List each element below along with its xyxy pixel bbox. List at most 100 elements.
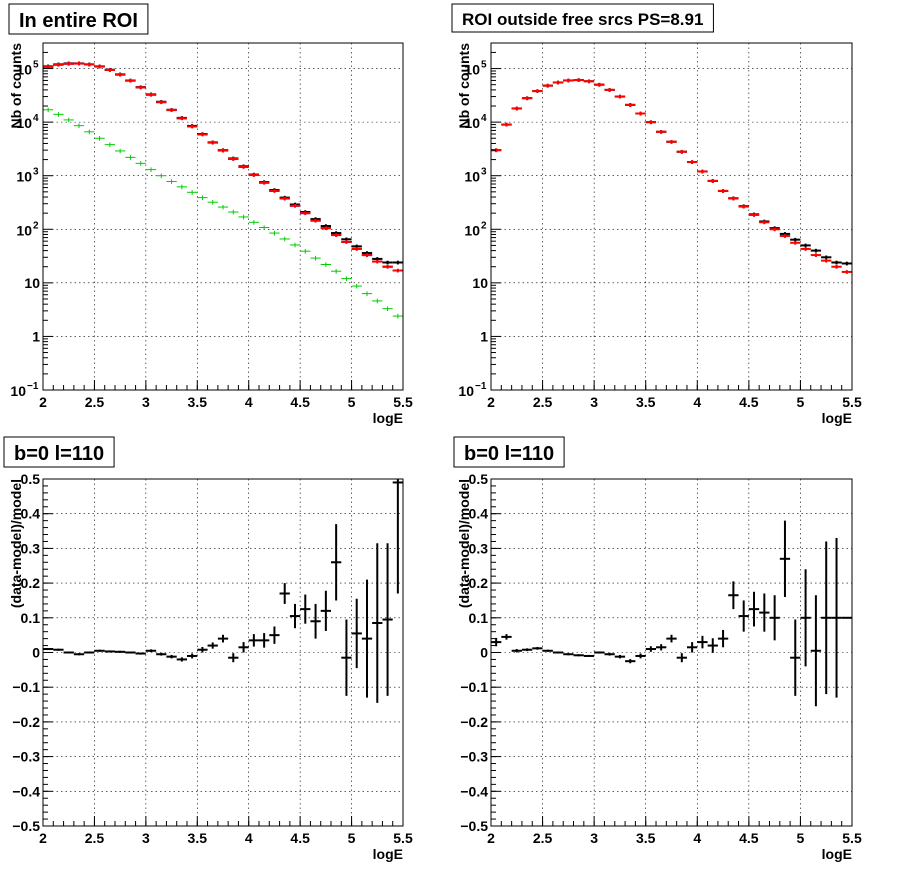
y-tick-label-base: 10 <box>10 383 26 399</box>
data-point <box>238 165 249 169</box>
data-point <box>831 260 842 265</box>
plot-frame-top-left <box>42 42 404 391</box>
x-axis-title-bottom-right: logE <box>822 846 852 862</box>
data-point <box>810 253 822 258</box>
data-point <box>238 214 249 220</box>
data-point <box>625 659 636 664</box>
data-point <box>759 593 770 632</box>
y-tick-label: −0.5 <box>460 818 488 834</box>
y-tick-label: 10 <box>472 275 488 291</box>
x-tick-label: 3 <box>590 830 598 846</box>
data-point <box>748 591 760 627</box>
marks-top-left <box>43 61 403 319</box>
data-point <box>511 106 522 111</box>
data-point <box>532 646 543 650</box>
data-point <box>104 68 115 72</box>
data-point <box>43 107 54 113</box>
y-tick-label-base: 10 <box>464 222 480 238</box>
x-tick-label: 3.5 <box>188 830 208 846</box>
y-tick-label-exponent: 2 <box>33 220 39 231</box>
data-point <box>583 79 595 84</box>
data-point <box>94 136 105 141</box>
data-point <box>166 179 177 184</box>
data-point <box>573 654 584 657</box>
data-point <box>53 112 64 117</box>
chart-title-top-left: In entire ROI <box>19 10 138 32</box>
x-tick-label: 4 <box>693 830 701 846</box>
y-tick-label: 1 <box>32 328 40 344</box>
data-point <box>197 195 208 201</box>
data-point <box>228 209 239 215</box>
data-point <box>156 173 167 179</box>
x-tick-label: 3 <box>142 830 150 846</box>
x-tick-label: 2 <box>487 394 495 410</box>
data-point <box>573 78 584 83</box>
y-tick-label-exponent: 4 <box>481 113 487 124</box>
data-point <box>228 653 239 663</box>
data-point <box>821 541 832 695</box>
grid-top-right <box>491 43 852 390</box>
series-1 <box>491 78 852 274</box>
data-point <box>43 647 54 651</box>
y-tick-label: −0.2 <box>460 714 488 730</box>
data-point <box>604 652 615 656</box>
data-point <box>491 637 502 647</box>
data-point <box>104 650 115 653</box>
y-tick-label: −0.5 <box>12 818 40 834</box>
data-point <box>94 649 105 652</box>
data-point <box>115 72 126 77</box>
y-tick-label: 0.3 <box>469 540 489 556</box>
y-tick-label-exponent: 2 <box>481 220 487 231</box>
data-point <box>115 650 126 653</box>
y-tick-label: 0 <box>480 645 488 661</box>
y-tick-label: −0.1 <box>12 679 40 695</box>
data-point <box>341 240 352 244</box>
data-point <box>156 652 167 656</box>
data-point <box>73 123 85 129</box>
title-box-top-right <box>451 3 714 33</box>
data-point <box>521 96 533 101</box>
data-point <box>289 603 301 629</box>
data-point <box>63 651 74 654</box>
y-tick-label-exponent: 4 <box>33 113 39 124</box>
data-point <box>187 190 198 195</box>
data-point <box>769 227 780 232</box>
data-point <box>248 173 259 177</box>
x-tick-label: 5.5 <box>393 394 413 410</box>
data-point <box>104 142 115 148</box>
data-point <box>125 78 136 83</box>
y-axis-title-top-left: Nb of counts <box>8 43 24 129</box>
x-tick-label: 3.5 <box>636 830 656 846</box>
x-tick-label: 5 <box>348 394 356 410</box>
data-point <box>707 638 718 653</box>
data-point <box>176 116 187 121</box>
series-2 <box>43 61 403 273</box>
data-point <box>259 633 270 648</box>
series-0 <box>491 520 852 707</box>
data-point <box>53 62 64 67</box>
data-point <box>821 255 832 260</box>
data-point <box>135 85 146 90</box>
data-point <box>594 651 605 654</box>
y-tick-label: 1 <box>480 328 488 344</box>
x-tick-label: 4.5 <box>290 394 310 410</box>
data-point <box>145 92 157 97</box>
data-point <box>382 543 393 696</box>
y-tick-label-exponent: 5 <box>481 60 487 71</box>
data-point <box>289 242 301 248</box>
x-tick-label: 3.5 <box>188 394 208 410</box>
y-tick-label-exponent: 5 <box>33 60 39 71</box>
data-point <box>800 247 811 251</box>
data-point <box>351 598 362 669</box>
data-point <box>331 233 342 238</box>
data-point <box>552 651 564 654</box>
data-point <box>341 619 352 696</box>
data-point <box>73 61 85 66</box>
data-point <box>686 160 698 164</box>
chart-title-top-right: ROI outside free srcs PS=8.91 <box>462 10 703 29</box>
data-point <box>351 283 362 289</box>
